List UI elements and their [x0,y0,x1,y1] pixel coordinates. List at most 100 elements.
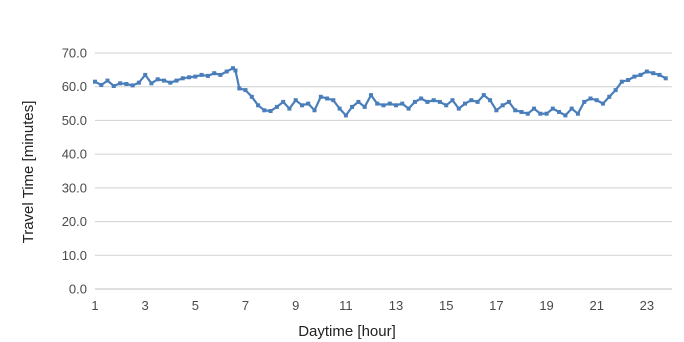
x-tick-label: 15 [439,298,453,313]
y-tick-label: 30.0 [62,180,87,195]
gridlines [95,52,672,290]
data-point [582,99,587,104]
data-point [168,80,173,85]
data-point [143,72,148,77]
data-point [619,79,624,84]
data-point [130,83,135,88]
data-point [274,104,279,109]
x-tick-label: 1 [91,298,98,313]
y-tick-label: 20.0 [62,214,87,229]
x-axis-tick-labels: 1 3 5 7 9 11 13 15 17 19 21 23 [91,298,654,313]
x-tick-label: 7 [242,298,249,313]
data-point [626,78,631,82]
data-point [268,109,273,113]
y-tick-label: 60.0 [62,79,87,94]
x-axis-title: Daytime [hour] [298,323,396,340]
data-point [118,81,123,86]
data-point [651,71,656,76]
y-tick-label: 50.0 [62,113,87,128]
x-tick-label: 23 [640,298,654,313]
data-point [262,108,267,113]
y-tick-label: 70.0 [62,46,87,61]
data-point [281,99,286,104]
data-point [193,74,198,79]
series-line [94,67,667,117]
data-point [638,72,643,77]
data-point [431,98,436,103]
data-point [513,108,518,113]
data-point [601,101,605,106]
data-point [575,111,580,116]
data-point [394,103,398,108]
data-point [105,78,110,83]
series-markers [93,66,668,118]
data-point [488,98,493,103]
data-point [519,110,524,114]
data-point [337,106,342,111]
data-point [149,81,154,86]
data-point [500,103,505,108]
data-point [362,104,367,109]
data-point [287,106,292,111]
data-point [450,98,455,103]
data-point [375,101,380,106]
data-point [369,93,373,98]
data-point [381,103,386,108]
data-point [494,108,499,113]
data-point [607,94,612,99]
y-axis-tick-labels: 0.0 10.0 20.0 30.0 40.0 50.0 60.0 70.0 [62,46,87,297]
data-point [525,111,530,116]
data-point [456,106,461,111]
data-point [481,93,486,98]
data-point [243,88,248,93]
data-point [444,103,449,108]
data-point [331,98,336,103]
data-point [437,99,442,104]
y-tick-label: 10.0 [62,248,87,263]
data-point [293,98,298,103]
data-point [231,66,235,71]
data-point [162,78,166,83]
data-point [187,75,192,80]
data-point [657,72,662,77]
data-point [613,88,618,93]
data-point [387,101,392,106]
data-point [569,106,574,111]
data-point [99,83,104,87]
data-point [663,76,668,81]
y-tick-label: 0.0 [69,282,87,297]
data-point [237,86,242,91]
x-tick-label: 21 [590,298,604,313]
x-tick-label: 5 [192,298,199,313]
y-axis-title: Travel Time [minutes] [20,101,37,244]
data-point [111,84,116,88]
data-point [174,78,179,83]
data-point [124,82,129,86]
x-tick-label: 19 [539,298,553,313]
data-point [557,110,562,114]
data-point [218,72,223,77]
data-point [205,73,210,78]
data-point [199,72,204,77]
data-point [93,79,97,84]
data-point [155,77,160,82]
data-point [350,104,355,109]
data-point [233,68,238,73]
x-tick-label: 3 [142,298,149,313]
data-point [300,103,304,108]
data-point [180,76,185,81]
data-point [632,74,637,79]
data-point [538,111,543,116]
data-point [249,94,254,99]
data-point [343,113,348,118]
data-point [425,99,430,104]
data-point [312,108,317,113]
x-tick-label: 11 [339,298,353,313]
data-point [594,98,599,103]
data-point [325,96,330,101]
data-point [469,98,474,103]
data-point [256,103,261,108]
data-point [212,71,217,76]
